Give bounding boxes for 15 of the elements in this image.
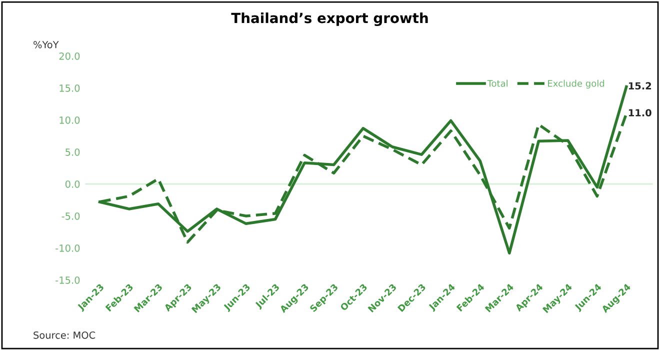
- data-label: 15.2: [628, 82, 652, 90]
- legend-label: Total: [487, 80, 508, 87]
- y-tick-label: 10.0: [60, 116, 80, 124]
- chart-title: Thailand’s export growth: [231, 12, 428, 26]
- y-tick-label: 0.0: [65, 180, 80, 188]
- data-label: 11.0: [628, 109, 652, 116]
- y-tick-label: -15.0: [56, 276, 80, 284]
- y-tick-label: -5.0: [62, 212, 80, 220]
- y-tick-label: 15.0: [60, 84, 80, 92]
- y-tick-label: 20.0: [59, 52, 80, 60]
- source-note: Source: MOC: [34, 331, 96, 339]
- y-tick-label: -10.0: [56, 244, 80, 252]
- y-axis-title: %YoY: [34, 40, 59, 48]
- legend-label: Exclude gold: [548, 80, 604, 89]
- y-tick-label: 5.0: [66, 148, 80, 156]
